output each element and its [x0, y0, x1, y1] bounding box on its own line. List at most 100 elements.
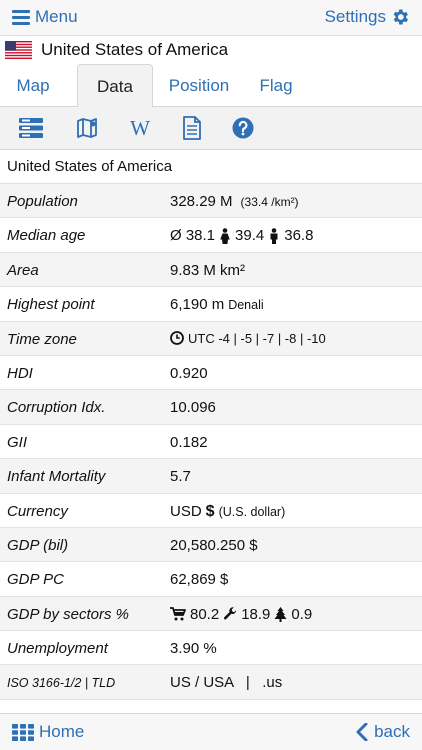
tab-bar: Map Data Position Flag	[0, 64, 422, 108]
row-label: GDP by sectors %	[7, 605, 129, 623]
document-icon	[183, 116, 201, 140]
wrench-icon	[224, 607, 237, 620]
unemployment-value: 3.90 %	[170, 640, 217, 658]
gdp-bil-value: 20,580.250 $	[170, 536, 258, 554]
map-button[interactable]	[74, 115, 100, 141]
back-label: back	[374, 722, 410, 741]
map-icon	[77, 118, 97, 138]
row-value: USD $ (U.S. dollar)	[170, 503, 285, 521]
help-button[interactable]	[230, 115, 256, 141]
settings-label: Settings	[324, 7, 386, 26]
row-label: GII	[7, 433, 28, 451]
row-label: Unemployment	[7, 640, 108, 658]
infant-mortality-value: 5.7	[170, 468, 191, 486]
tree-icon	[274, 606, 287, 622]
currency-code: USD	[170, 503, 202, 521]
country-header: United States of America	[0, 36, 422, 64]
table-row-iso: ISO 3166-1/2 | TLD US / USA | .us	[0, 665, 422, 700]
row-label: Population	[7, 193, 78, 210]
data-title: United States of America	[7, 158, 173, 175]
list-view-button[interactable]	[18, 115, 44, 141]
row-label: Time zone	[7, 330, 77, 348]
us-flag-icon	[5, 41, 32, 59]
clock-icon	[170, 331, 184, 345]
cart-icon	[170, 607, 186, 621]
menu-button[interactable]: Menu	[12, 7, 78, 27]
row-label: Highest point	[7, 296, 95, 314]
gdp-pc-value: 62,869 $	[170, 571, 229, 589]
row-value: UTC -4 | -5 | -7 | -8 | -10	[170, 331, 326, 346]
row-label: Area	[7, 261, 39, 279]
table-row-gdp-sectors: GDP by sectors % 80.2 18.9 0.9	[0, 596, 422, 632]
country-name: United States of America	[41, 40, 229, 59]
sector-industry: 18.9	[241, 605, 271, 623]
highest-point-value: 6,190 m	[170, 296, 225, 314]
row-label: Currency	[7, 502, 68, 520]
row-label: HDI	[7, 364, 33, 382]
table-row-unemployment: Unemployment 3.90 %	[0, 631, 422, 666]
bottom-bar: Home back	[0, 713, 422, 750]
table-row-area: Area 9.83 M km²	[0, 252, 422, 288]
data-title-row: United States of America	[0, 150, 422, 184]
hamburger-icon	[12, 9, 30, 25]
wikipedia-icon: W	[130, 116, 150, 140]
row-label: Corruption Idx.	[7, 399, 106, 417]
female-icon	[220, 228, 230, 244]
gear-icon	[393, 9, 408, 25]
row-value: 80.2 18.9 0.9	[170, 606, 312, 623]
tab-position[interactable]: Position	[168, 76, 230, 95]
table-row-highest-point: Highest point 6,190 m Denali	[0, 287, 422, 322]
median-age-average: Ø 38.1	[170, 227, 216, 245]
back-button[interactable]: back	[356, 722, 410, 742]
table-row-time-zone: Time zone UTC -4 | -5 | -7 | -8 | -10	[0, 321, 422, 356]
row-value: 328.29 M (33.4 /km²)	[170, 193, 299, 210]
male-icon	[270, 228, 278, 244]
sector-agriculture: 80.2	[190, 605, 220, 623]
settings-button[interactable]: Settings	[325, 7, 410, 27]
row-label: GDP PC	[7, 571, 64, 589]
iso-value: US / USA | .us	[170, 674, 283, 692]
row-label: GDP (bil)	[7, 536, 69, 554]
highest-point-name: Denali	[228, 297, 264, 312]
population-value: 328.29 M	[170, 193, 233, 210]
home-button[interactable]: Home	[12, 722, 84, 742]
gii-value: 0.182	[170, 433, 208, 451]
chevron-left-icon	[356, 723, 368, 741]
data-table: Population 328.29 M (33.4 /km²) Median a…	[0, 184, 422, 700]
median-age-male: 36.8	[284, 227, 314, 245]
tab-data[interactable]: Data	[77, 64, 153, 108]
tab-flag[interactable]: Flag	[259, 76, 293, 95]
toolbar: W	[0, 107, 422, 150]
population-density: (33.4 /km²)	[240, 194, 299, 209]
area-value: 9.83 M km²	[170, 261, 246, 279]
median-age-female: 39.4	[235, 227, 265, 245]
row-label: Median age	[7, 227, 86, 245]
currency-symbol: $	[205, 502, 215, 520]
table-row-gii: GII 0.182	[0, 424, 422, 460]
top-bar: Menu Settings	[0, 0, 422, 36]
menu-label: Menu	[35, 7, 78, 26]
table-row-hdi: HDI 0.920	[0, 355, 422, 391]
list-icon	[19, 118, 43, 138]
time-zone-value: UTC -4 | -5 | -7 | -8 | -10	[188, 330, 326, 346]
wikipedia-button[interactable]: W	[127, 115, 153, 141]
table-row-median-age: Median age Ø 38.1 39.4 36.8	[0, 218, 422, 253]
table-row-gdp-pc: GDP PC 62,869 $	[0, 562, 422, 597]
grid-icon	[12, 723, 34, 741]
row-label: ISO 3166-1/2 | TLD	[7, 676, 116, 691]
sector-services: 0.9	[291, 605, 313, 623]
question-icon	[232, 117, 254, 139]
row-value: 6,190 m Denali	[170, 296, 264, 313]
hdi-value: 0.920	[170, 364, 208, 382]
currency-name: (U.S. dollar)	[218, 504, 286, 519]
table-row-corruption: Corruption Idx. 10.096	[0, 390, 422, 425]
corruption-value: 10.096	[170, 399, 216, 417]
table-row-population: Population 328.29 M (33.4 /km²)	[0, 184, 422, 219]
table-row-infant-mortality: Infant Mortality 5.7	[0, 459, 422, 494]
document-button[interactable]	[179, 115, 205, 141]
table-row-currency: Currency USD $ (U.S. dollar)	[0, 493, 422, 528]
table-row-gdp-bil: GDP (bil) 20,580.250 $	[0, 527, 422, 563]
tab-map[interactable]: Map	[16, 76, 50, 95]
row-value: Ø 38.1 39.4 36.8	[170, 227, 313, 244]
home-label: Home	[39, 722, 85, 741]
